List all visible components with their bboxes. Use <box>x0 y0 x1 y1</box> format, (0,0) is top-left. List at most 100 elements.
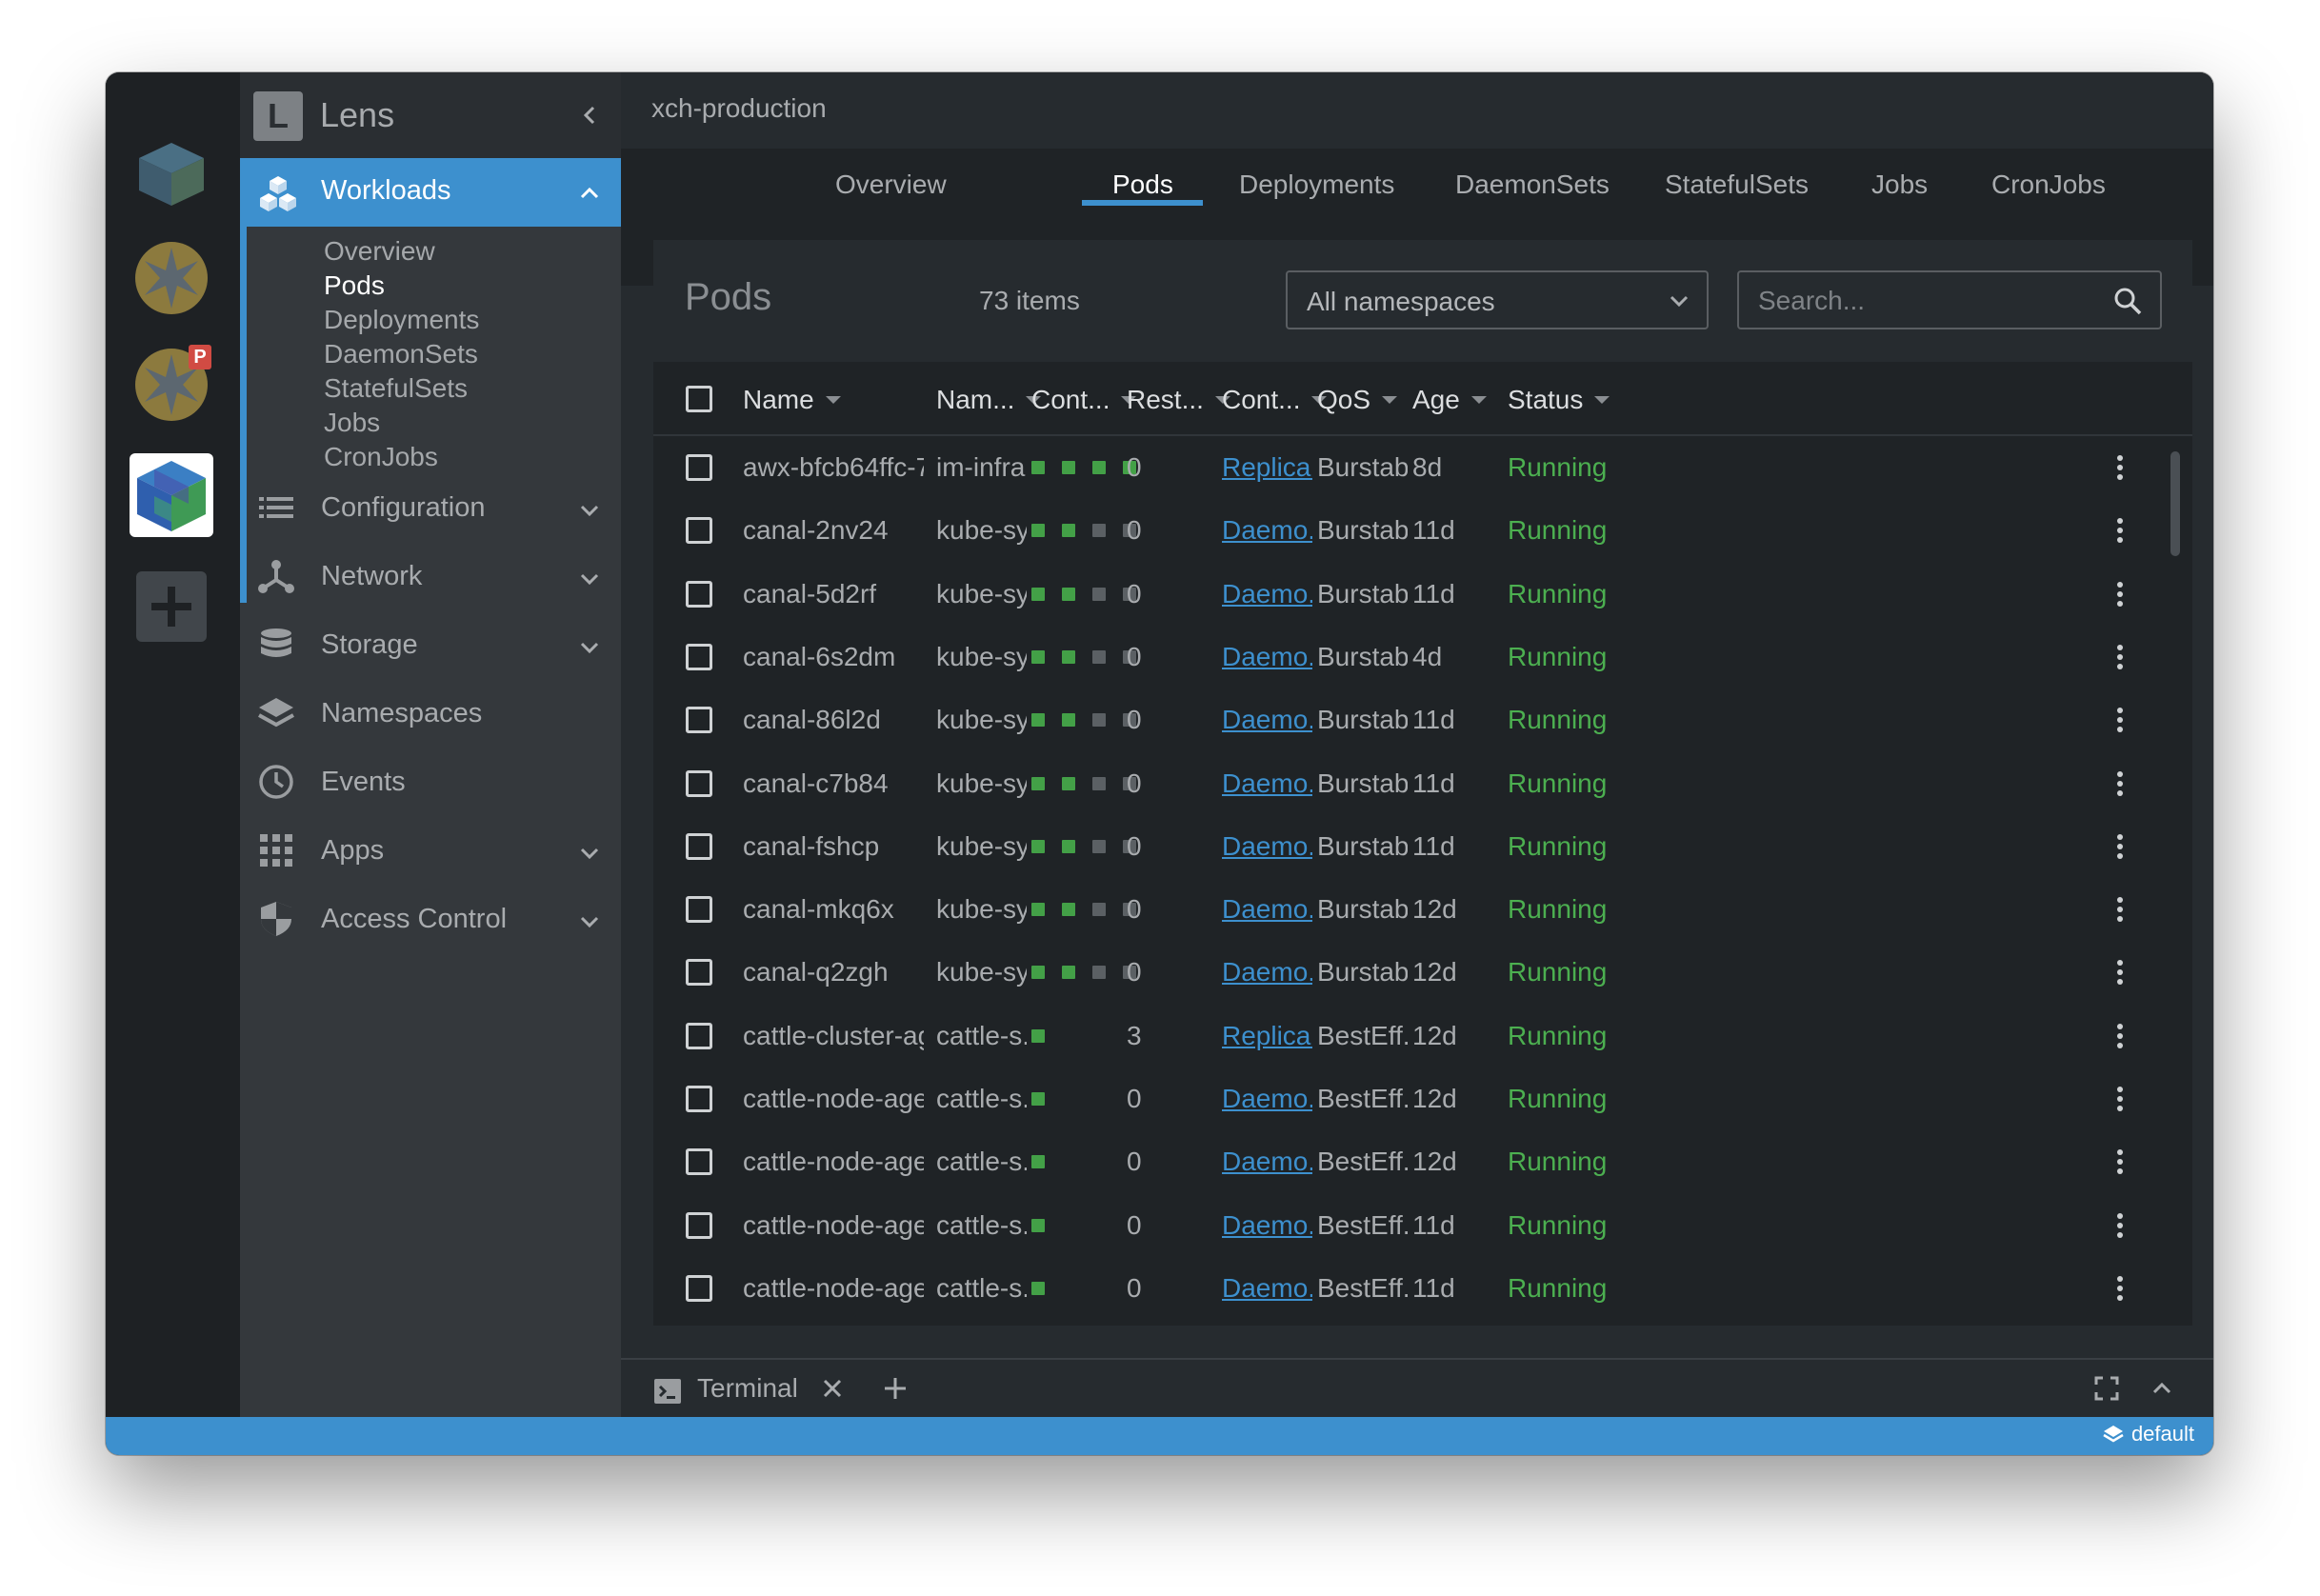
row-checkbox[interactable] <box>686 769 712 797</box>
select-all-checkbox[interactable] <box>686 386 712 412</box>
row-menu-icon[interactable] <box>2116 1275 2124 1302</box>
pod-controlled-by-link[interactable]: Daemo... <box>1222 641 1312 671</box>
column-containers[interactable]: Cont... <box>1031 385 1137 415</box>
table-row[interactable]: cattle-node-agent-... cattle-s... 0 Daemo..… <box>653 1067 2192 1130</box>
row-checkbox[interactable] <box>686 1148 712 1176</box>
chevron-up-icon[interactable] <box>2149 1375 2175 1402</box>
row-menu-icon[interactable] <box>2116 517 2124 544</box>
sidebar-subitem-pods[interactable]: Pods <box>324 270 385 300</box>
column-restarts[interactable]: Rest... <box>1127 385 1230 415</box>
pod-controlled-by-link[interactable]: Daemo... <box>1222 768 1312 798</box>
row-checkbox[interactable] <box>686 707 712 734</box>
row-checkbox[interactable] <box>686 1086 712 1112</box>
close-icon[interactable] <box>819 1375 846 1402</box>
tab-cronjobs[interactable]: CronJobs <box>1991 170 2106 199</box>
cluster-xch-production[interactable] <box>130 453 213 537</box>
row-checkbox[interactable] <box>686 517 712 545</box>
pod-name[interactable]: awx-bfcb64ffc-7jf... <box>743 452 924 482</box>
table-row[interactable]: cattle-node-agent-... cattle-s... 0 Daemo..… <box>653 1130 2192 1193</box>
pod-controlled-by-link[interactable]: Daemo... <box>1222 1209 1312 1240</box>
pod-controlled-by-link[interactable]: Daemo... <box>1222 705 1312 735</box>
pod-name[interactable]: canal-c7b84 <box>743 768 889 798</box>
terminal-tab[interactable]: Terminal <box>697 1373 798 1403</box>
row-menu-icon[interactable] <box>2116 770 2124 797</box>
tab-daemonsets[interactable]: DaemonSets <box>1455 170 1610 199</box>
sidebar-item-access-control[interactable]: Access Control <box>240 890 621 948</box>
column-namespace[interactable]: Nam... <box>936 385 1042 415</box>
table-row[interactable]: cattle-node-agent-... cattle-s... 0 Daemo..… <box>653 1194 2192 1257</box>
plus-icon[interactable] <box>882 1375 909 1402</box>
pod-name[interactable]: cattle-node-agent-... <box>743 1272 924 1303</box>
pod-controlled-by-link[interactable]: Daemo... <box>1222 515 1312 546</box>
row-menu-icon[interactable] <box>2116 1086 2124 1112</box>
row-checkbox[interactable] <box>686 959 712 987</box>
table-scrollbar[interactable] <box>2170 451 2180 556</box>
row-menu-icon[interactable] <box>2116 1023 2124 1049</box>
table-row[interactable]: canal-c7b84 kube-sy... 0 Daemo...Burstable1… <box>653 752 2192 815</box>
row-checkbox[interactable] <box>686 1274 712 1302</box>
row-menu-icon[interactable] <box>2116 896 2124 923</box>
add-cluster-button[interactable] <box>136 571 207 642</box>
row-menu-icon[interactable] <box>2116 1148 2124 1175</box>
pod-controlled-by-link[interactable]: Daemo... <box>1222 1272 1312 1303</box>
tab-deployments[interactable]: Deployments <box>1239 170 1395 199</box>
table-row[interactable]: canal-86l2d kube-sy... 0 Daemo...Burstable1… <box>653 688 2192 751</box>
sidebar-item-configuration[interactable]: Configuration <box>240 479 621 536</box>
row-checkbox[interactable] <box>686 1022 712 1049</box>
pod-controlled-by-link[interactable]: Replica... <box>1222 1020 1312 1050</box>
tab-jobs[interactable]: Jobs <box>1871 170 1929 199</box>
tab-overview[interactable]: Overview <box>835 170 947 199</box>
pod-name[interactable]: cattle-node-agent-... <box>743 1147 924 1177</box>
row-menu-icon[interactable] <box>2116 581 2124 608</box>
table-row[interactable]: canal-6s2dm kube-sy... 0 Daemo...Burstable4… <box>653 626 2192 688</box>
pod-name[interactable]: canal-2nv24 <box>743 515 889 546</box>
table-row[interactable]: cattle-cluster-age... cattle-s... 3 Replica… <box>653 1005 2192 1067</box>
search-box[interactable] <box>1737 270 2162 329</box>
pod-controlled-by-link[interactable]: Daemo... <box>1222 830 1312 861</box>
row-checkbox[interactable] <box>686 896 712 924</box>
sidebar-subitem-daemonsets[interactable]: DaemonSets <box>324 339 478 369</box>
row-menu-icon[interactable] <box>2116 833 2124 860</box>
row-menu-icon[interactable] <box>2116 707 2124 733</box>
sidebar-subitem-jobs[interactable]: Jobs <box>324 408 381 437</box>
sidebar-subitem-statefulsets[interactable]: StatefulSets <box>324 373 468 403</box>
cluster-1[interactable] <box>130 130 213 213</box>
row-checkbox[interactable] <box>686 1211 712 1239</box>
namespace-select[interactable]: All namespaces <box>1286 270 1709 329</box>
row-checkbox[interactable] <box>686 454 712 481</box>
sidebar-item-workloads[interactable]: Workloads <box>240 158 621 227</box>
sidebar-item-storage[interactable]: Storage <box>240 616 621 673</box>
pod-name[interactable]: cattle-node-agent-... <box>743 1209 924 1240</box>
sidebar-subitem-overview[interactable]: Overview <box>324 236 435 266</box>
sidebar-item-network[interactable]: Network <box>240 548 621 605</box>
current-namespace[interactable]: default <box>2103 1422 2194 1446</box>
pod-controlled-by-link[interactable]: Replica... <box>1222 452 1312 482</box>
cluster-2[interactable] <box>130 236 213 320</box>
search-icon[interactable] <box>2112 286 2143 316</box>
sidebar-item-namespaces[interactable]: Namespaces <box>240 685 621 742</box>
table-row[interactable]: canal-q2zgh kube-sy... 0 Daemo...Burstable1… <box>653 941 2192 1004</box>
column-status[interactable]: Status <box>1508 385 1610 415</box>
pod-name[interactable]: canal-86l2d <box>743 705 881 735</box>
row-menu-icon[interactable] <box>2116 454 2124 481</box>
pod-controlled-by-link[interactable]: Daemo... <box>1222 894 1312 925</box>
tab-statefulsets[interactable]: StatefulSets <box>1665 170 1809 199</box>
cluster-3[interactable]: P <box>130 343 213 427</box>
column-name[interactable]: Name <box>743 385 841 415</box>
table-row[interactable]: canal-5d2rf kube-sy... 0 Daemo...Burstable1… <box>653 563 2192 626</box>
pod-name[interactable]: canal-q2zgh <box>743 957 889 988</box>
column-qos[interactable]: QoS <box>1317 385 1398 415</box>
pod-controlled-by-link[interactable]: Daemo... <box>1222 1084 1312 1113</box>
pod-name[interactable]: cattle-node-agent-... <box>743 1084 924 1113</box>
row-menu-icon[interactable] <box>2116 644 2124 670</box>
pod-name[interactable]: canal-6s2dm <box>743 641 896 671</box>
pod-name[interactable]: canal-mkq6x <box>743 894 894 925</box>
table-row[interactable]: awx-bfcb64ffc-7jf... im-infra 0 Replica...B… <box>653 436 2192 499</box>
tab-pods[interactable]: Pods <box>1112 170 1173 199</box>
pod-controlled-by-link[interactable]: Daemo... <box>1222 957 1312 988</box>
table-row[interactable]: canal-mkq6x kube-sy... 0 Daemo...Burstable1… <box>653 878 2192 941</box>
column-controlled-by[interactable]: Cont... <box>1222 385 1328 415</box>
sidebar-subitem-deployments[interactable]: Deployments <box>324 305 480 334</box>
chevron-left-icon[interactable] <box>573 99 606 131</box>
pod-controlled-by-link[interactable]: Daemo... <box>1222 578 1312 608</box>
